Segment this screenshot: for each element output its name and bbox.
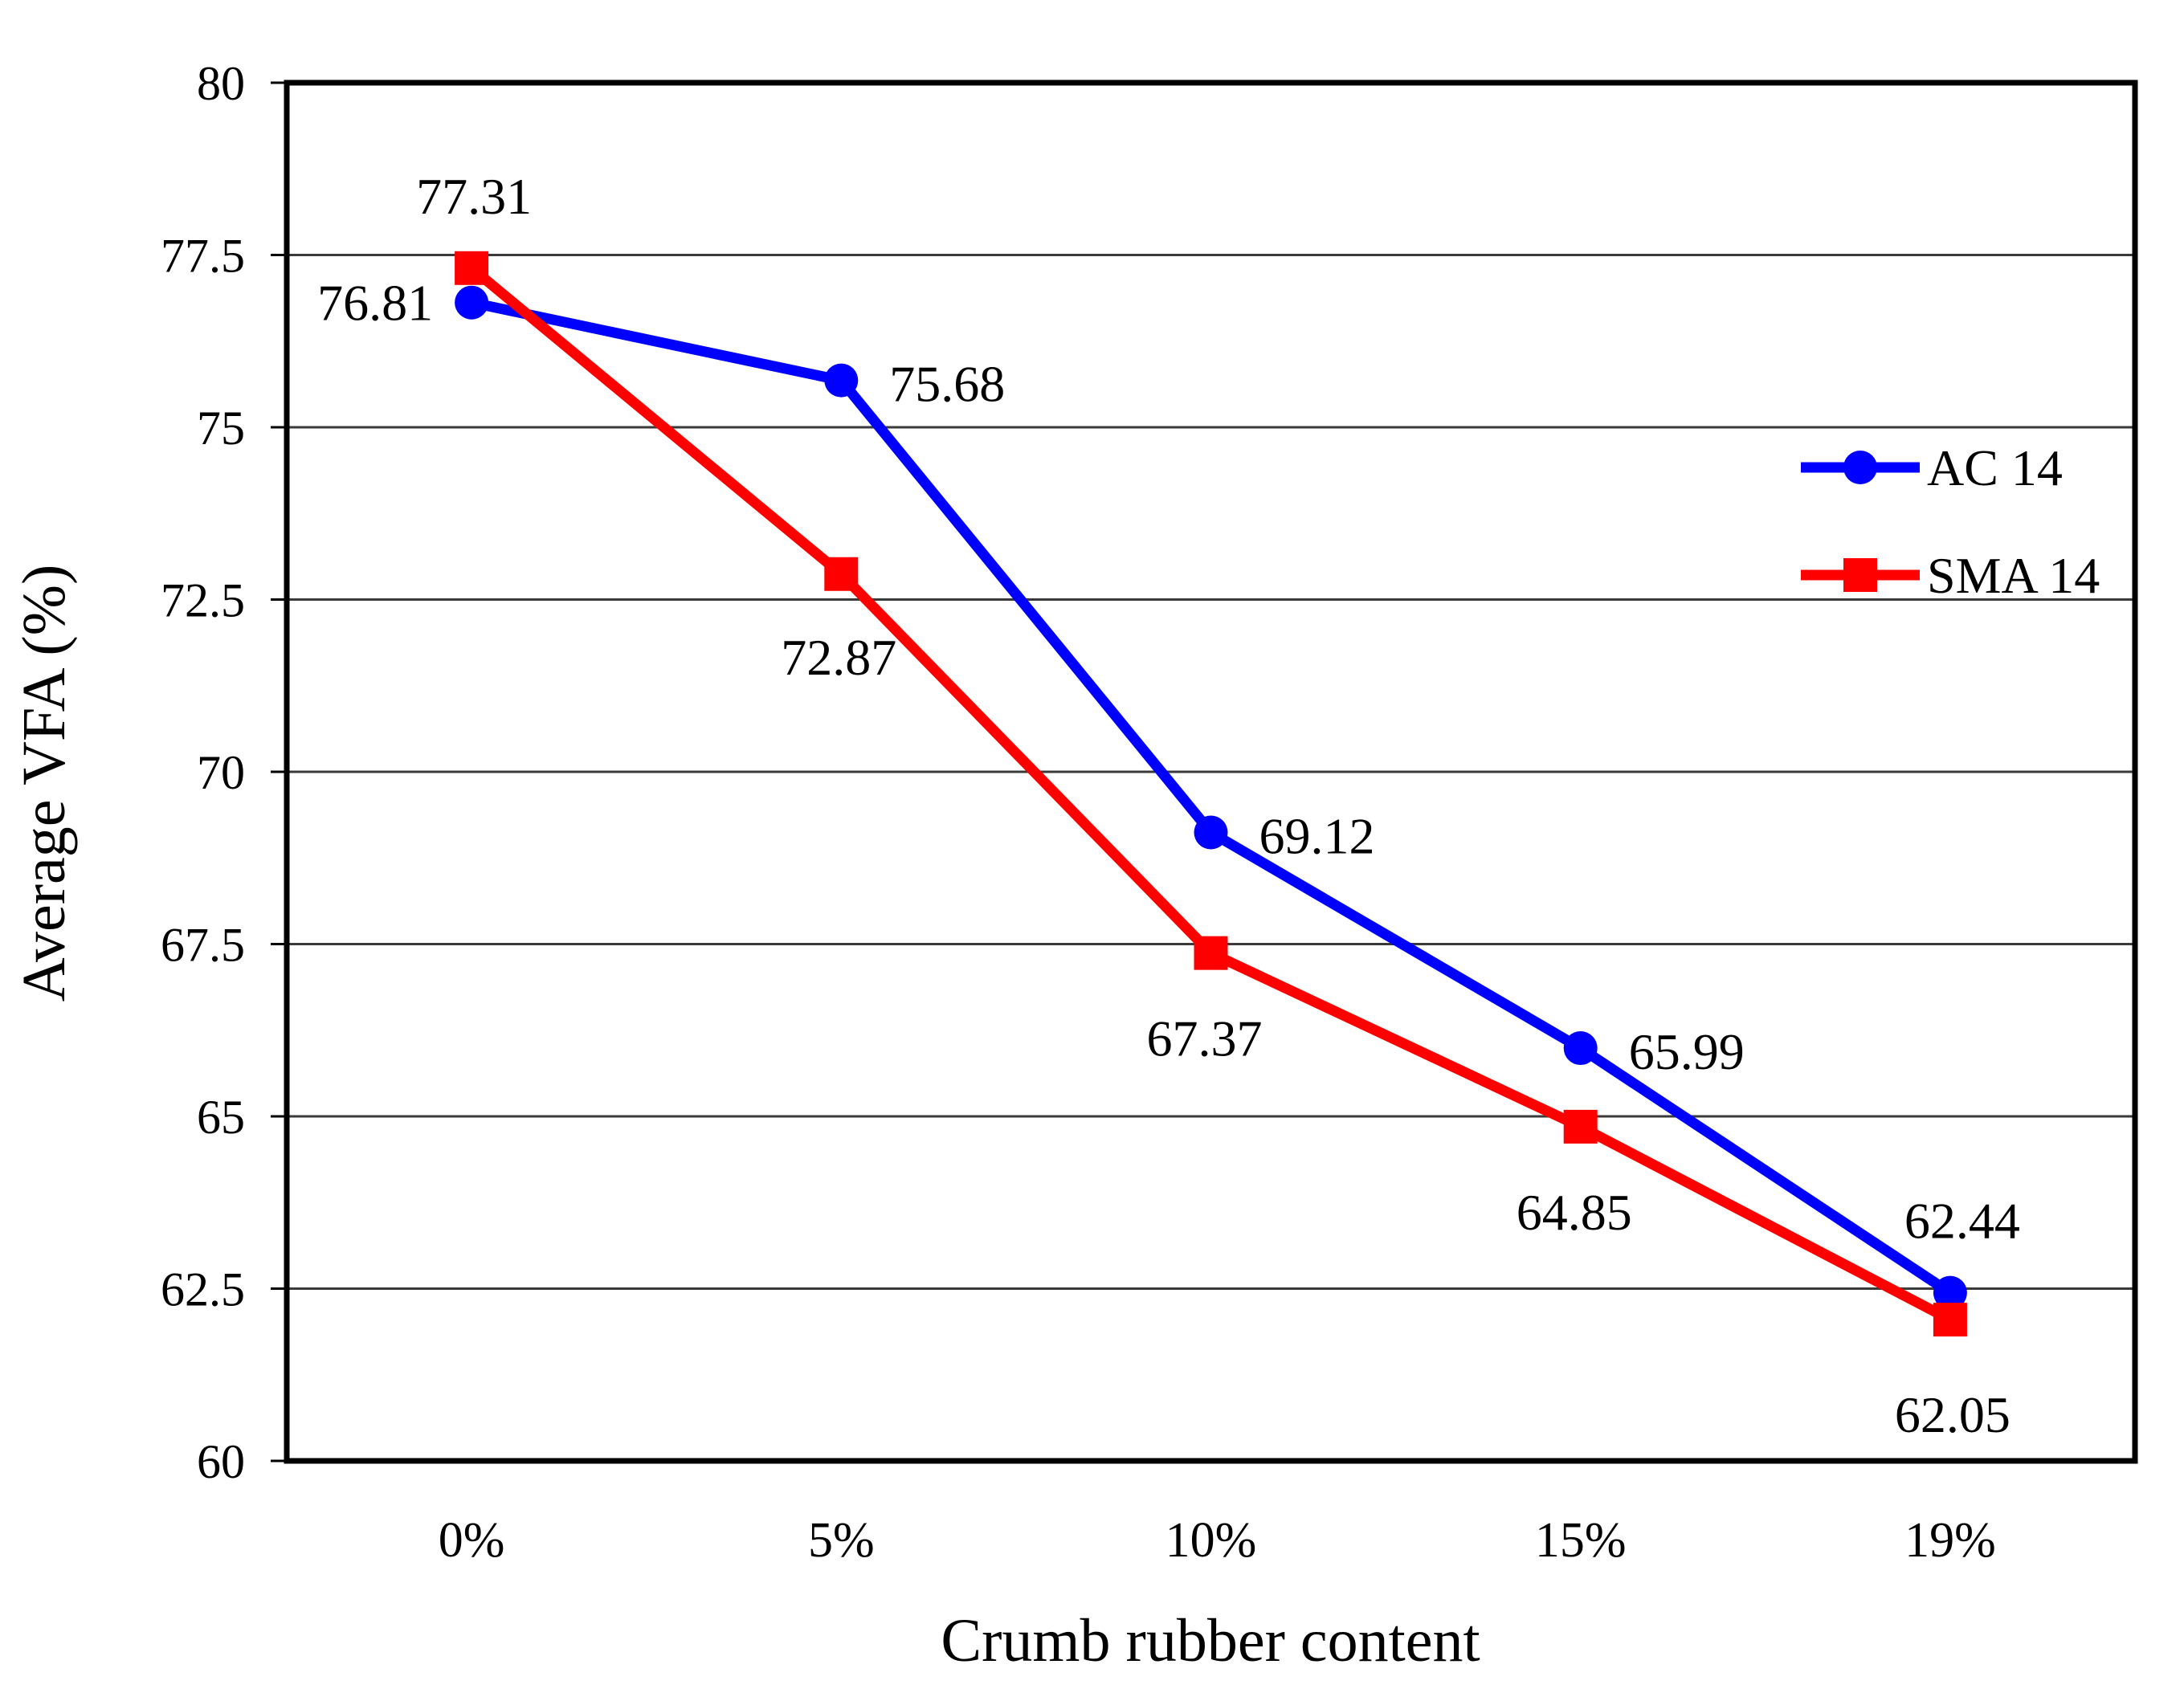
legend-item-ac-14: AC 14 xyxy=(1801,439,2063,496)
data-point-marker-circle xyxy=(455,285,489,320)
data-point-marker-square xyxy=(455,251,489,285)
gridlines-group xyxy=(287,254,2135,1290)
legend-square-marker-icon xyxy=(1843,558,1877,592)
y-tick-label: 72.5 xyxy=(161,574,245,627)
data-point-marker-circle xyxy=(1563,1031,1598,1066)
x-axis-title: Crumb rubber content xyxy=(941,1607,1480,1675)
legend-label: SMA 14 xyxy=(1927,547,2100,604)
data-point-label: 69.12 xyxy=(1259,808,1375,865)
data-point-marker-circle xyxy=(824,363,859,398)
x-tick-label: 15% xyxy=(1535,1513,1627,1568)
data-point-marker-circle xyxy=(1933,1275,1967,1310)
series-group xyxy=(455,251,1967,1337)
series-line-sma-14 xyxy=(466,263,1956,1325)
legend-label: AC 14 xyxy=(1927,439,2063,496)
data-point-label: 77.31 xyxy=(416,168,532,225)
y-tick-label: 67.5 xyxy=(161,919,245,972)
data-point-marker-square xyxy=(1563,1109,1598,1144)
axes-group: 80 77.5 75 72.5 70 67.5 65 62.5 60 0% 5% 10% 15% 19% xyxy=(161,57,2138,1568)
data-point-label: 72.87 xyxy=(781,629,896,686)
legend-circle-marker-icon xyxy=(1843,451,1877,484)
data-point-marker-square xyxy=(824,557,859,591)
y-tick-label: 80 xyxy=(197,57,245,110)
y-axis-title: Average VFA (%) xyxy=(10,565,78,1002)
x-tick-label: 0% xyxy=(439,1513,505,1568)
data-point-label: 67.37 xyxy=(1147,1010,1263,1067)
data-point-label: 75.68 xyxy=(889,356,1005,413)
data-point-label: 62.05 xyxy=(1895,1386,2011,1443)
data-point-marker-square xyxy=(1194,936,1228,970)
data-point-label: 64.85 xyxy=(1517,1184,1632,1241)
data-point-label: 62.44 xyxy=(1904,1193,2020,1250)
x-tick-label: 19% xyxy=(1904,1513,1996,1568)
data-point-marker-square xyxy=(1933,1303,1967,1337)
data-point-label: 65.99 xyxy=(1629,1023,1745,1080)
y-tick-label: 65 xyxy=(197,1091,245,1144)
x-tick-label: 5% xyxy=(808,1513,875,1568)
y-tick-label: 70 xyxy=(197,746,245,799)
data-point-label: 76.81 xyxy=(317,275,433,332)
y-tick-label: 77.5 xyxy=(161,230,245,283)
legend-group: AC 14 SMA 14 xyxy=(1801,439,2100,604)
y-tick-label: 75 xyxy=(197,402,245,455)
x-tick-label: 10% xyxy=(1165,1513,1257,1568)
data-point-marker-circle xyxy=(1194,815,1228,850)
legend-item-sma-14: SMA 14 xyxy=(1801,547,2100,604)
y-tick-label: 62.5 xyxy=(161,1263,245,1316)
y-tick-label: 60 xyxy=(197,1435,245,1488)
data-labels-group: 76.81 75.68 69.12 65.99 62.44 77.31 72.87 67.37… xyxy=(317,168,2020,1443)
